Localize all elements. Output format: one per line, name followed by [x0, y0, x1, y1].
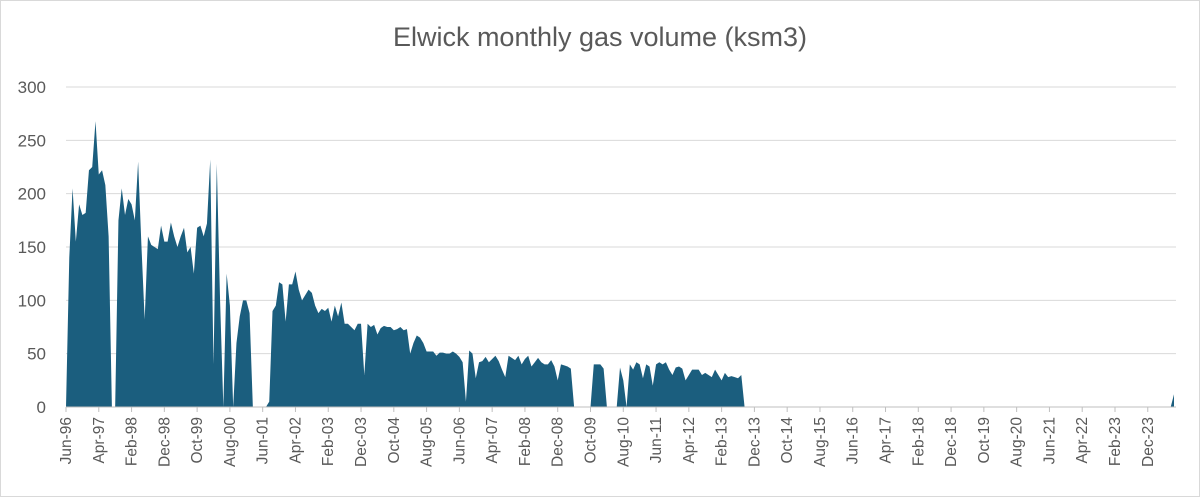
- x-tick-label: Dec-18: [943, 417, 960, 467]
- x-tick-label: Jun-21: [1041, 417, 1058, 464]
- chart-title: Elwick monthly gas volume (ksm3): [392, 22, 808, 52]
- x-tick-label: Oct-14: [779, 417, 796, 464]
- x-tick-label: Dec-13: [746, 417, 763, 467]
- x-tick-label: Jun-01: [255, 417, 272, 464]
- y-tick-label: 250: [18, 131, 46, 150]
- y-tick-label: 50: [27, 345, 46, 364]
- x-tick-label: Aug-20: [1009, 417, 1026, 467]
- x-tick-label: Apr-22: [1074, 417, 1091, 464]
- x-tick-label: Aug-10: [615, 417, 632, 467]
- x-tick-label: Jun-06: [451, 417, 468, 464]
- y-tick-label: 0: [37, 398, 46, 417]
- x-tick-label: Dec-08: [550, 417, 567, 467]
- y-tick-label: 100: [18, 291, 46, 310]
- x-tick-label: Feb-13: [714, 417, 731, 466]
- x-tick-label: Oct-04: [386, 417, 403, 464]
- series-area: [66, 121, 1174, 407]
- x-tick-label: Feb-03: [320, 417, 337, 466]
- x-tick-label: Oct-09: [582, 417, 599, 464]
- x-tick-label: Aug-05: [419, 417, 436, 467]
- x-tick-label: Dec-98: [156, 417, 173, 467]
- y-tick-label: 200: [18, 185, 46, 204]
- y-tick-label: 150: [18, 238, 46, 257]
- x-tick-label: Apr-12: [681, 417, 698, 464]
- x-tick-label: Oct-19: [976, 417, 993, 464]
- x-tick-label: Apr-17: [878, 417, 895, 464]
- x-tick-label: Aug-00: [222, 417, 239, 467]
- x-tick-label: Jun-16: [845, 417, 862, 464]
- x-tick-label: Apr-07: [484, 417, 501, 464]
- x-tick-label: Aug-15: [812, 417, 829, 467]
- x-tick-label: Dec-23: [1140, 417, 1157, 467]
- x-tick-label: Feb-08: [517, 417, 534, 466]
- x-tick-label: Oct-99: [189, 417, 206, 464]
- x-tick-label: Feb-18: [910, 417, 927, 466]
- x-tick-label: Apr-97: [91, 417, 108, 464]
- x-tick-label: Apr-02: [287, 417, 304, 464]
- x-tick-label: Dec-03: [353, 417, 370, 467]
- x-tick-label: Feb-98: [124, 417, 141, 466]
- x-tick-label: Jun-96: [58, 417, 75, 464]
- y-tick-label: 300: [18, 78, 46, 97]
- x-tick-label: Feb-23: [1107, 417, 1124, 466]
- x-tick-label: Jun-11: [648, 417, 665, 463]
